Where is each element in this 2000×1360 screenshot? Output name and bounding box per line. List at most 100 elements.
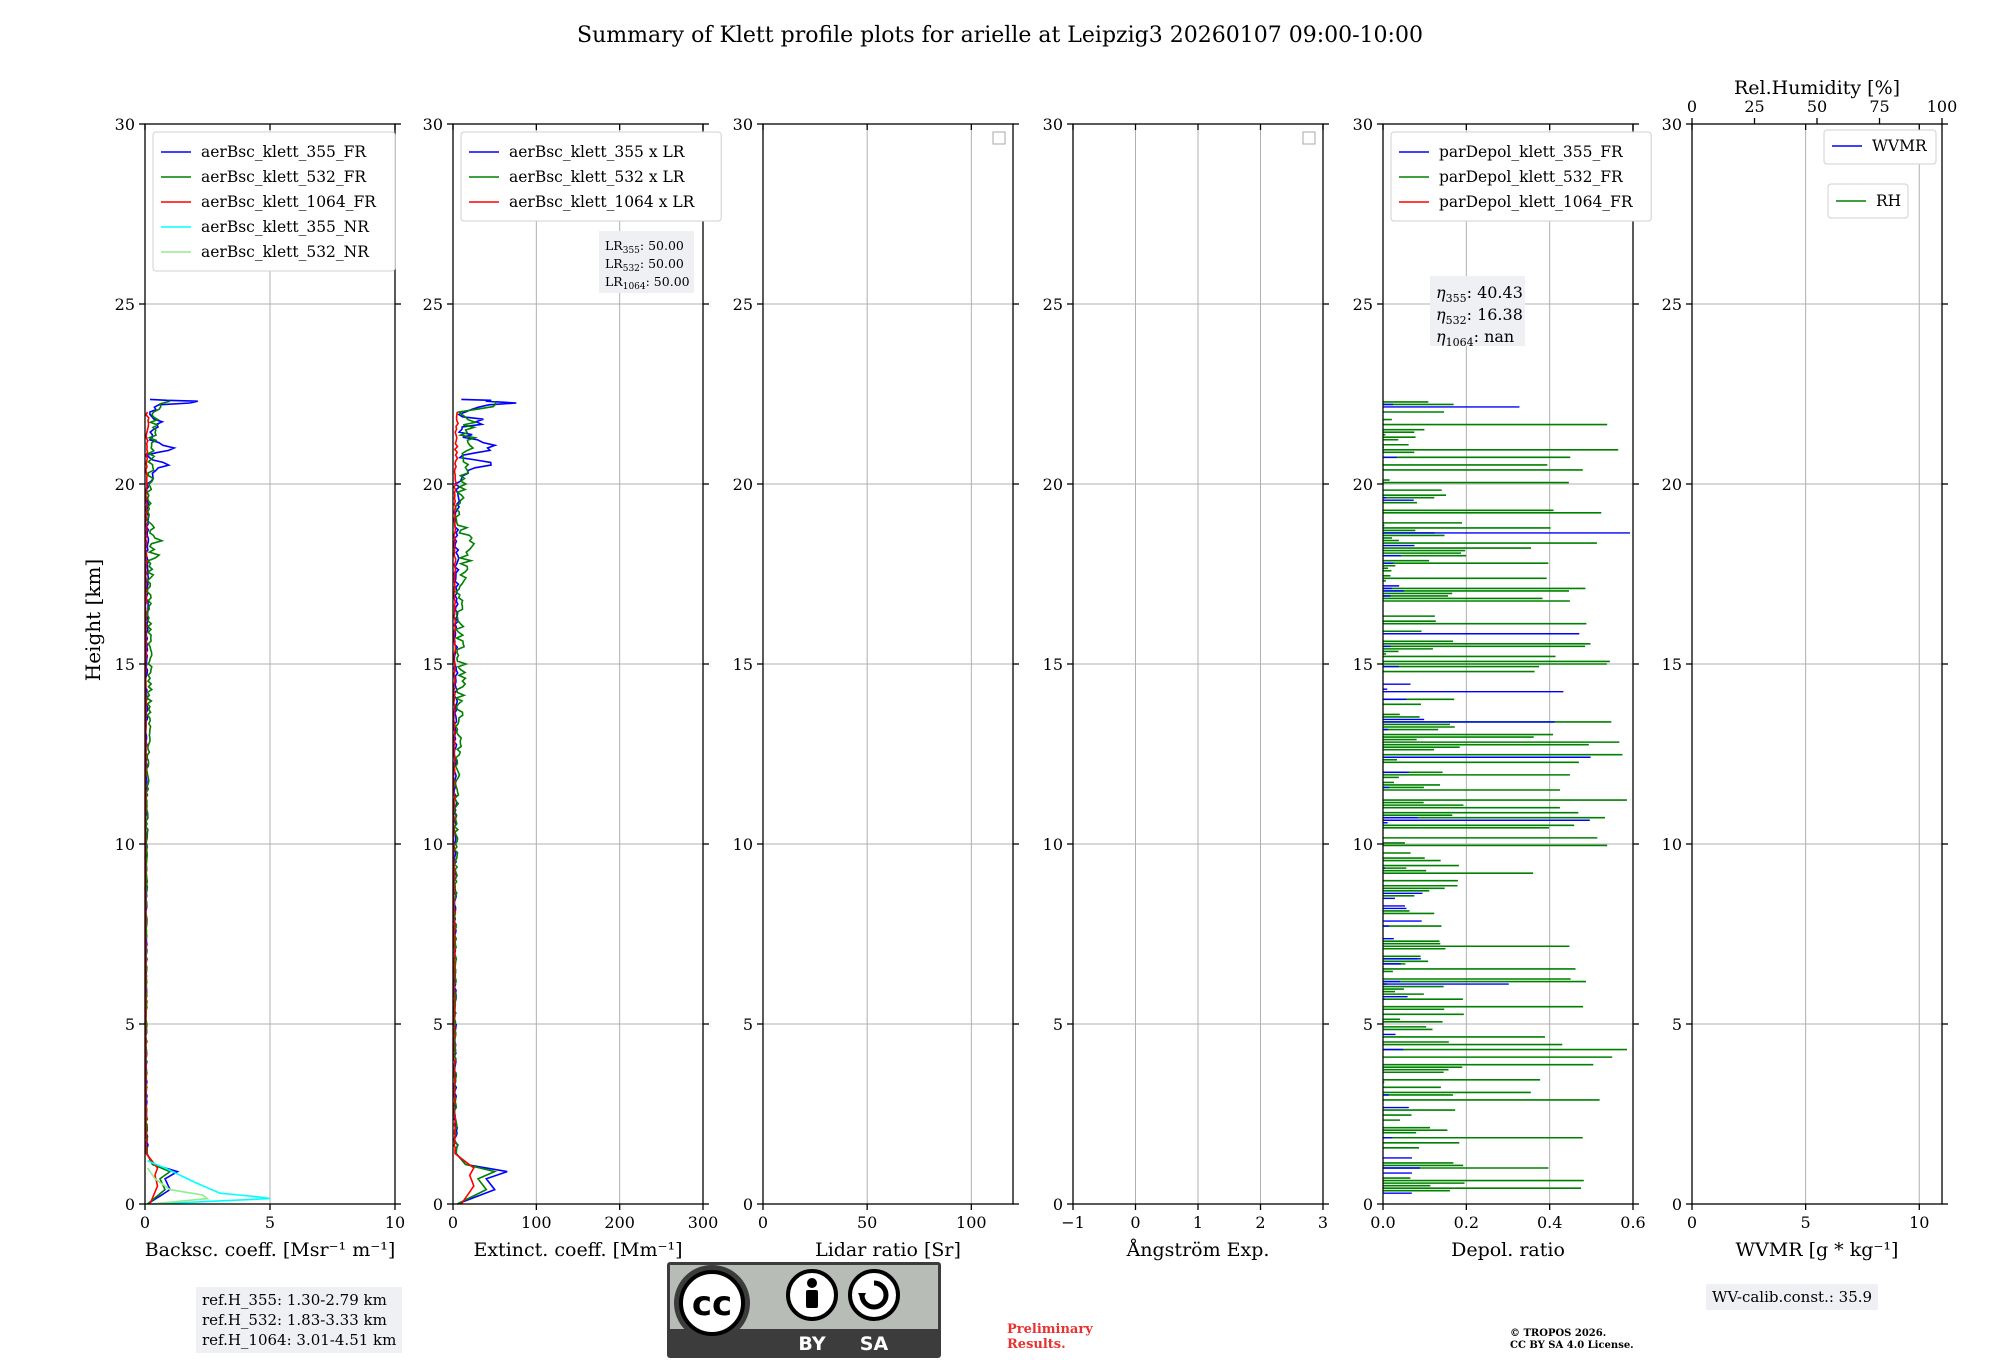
x-tick-label: 0: [448, 1213, 458, 1232]
y-tick-label: 15: [733, 655, 753, 674]
eta-box-bg: [1430, 276, 1525, 346]
preliminary-line-2: Results.: [1007, 1337, 1066, 1352]
x-tick-label: 50: [857, 1213, 877, 1232]
y-tick-label: 0: [1363, 1195, 1373, 1214]
lr-value-355: LR355: 50.00: [605, 238, 684, 256]
ticks: 0 5 10 0 5 10 15 20 25 30: [115, 115, 406, 1232]
ticks: 0 50 100 0 5 10 15 20 25 30: [733, 115, 1019, 1232]
ref-height-532: ref.H_532: 1.83-3.33 km: [202, 1311, 387, 1329]
x-tick-label: 0.0: [1370, 1213, 1395, 1232]
series-line-aerBsc_klett_355_FR: [144, 398, 198, 1205]
y-tick-label: 30: [733, 115, 753, 134]
x-tick-label: 5: [1801, 1213, 1811, 1232]
top-x-tick-label: 0: [1687, 97, 1697, 116]
y-tick-label: 10: [1353, 835, 1373, 854]
y-tick-label: 30: [1353, 115, 1373, 134]
series-group: [452, 398, 517, 1205]
eta-value-532: η532: 16.38: [1436, 305, 1523, 327]
ticks: 0 100 200 300 0 5 10 15 20 25 30: [423, 115, 719, 1232]
x-tick-label: 2: [1255, 1213, 1265, 1232]
legend: parDepol_klett_355_FR parDepol_klett_532_…: [1390, 131, 1652, 222]
y-tick-label: 5: [1672, 1015, 1682, 1034]
y-tick-label: 15: [1353, 655, 1373, 674]
x-axis-label: Depol. ratio: [1451, 1239, 1565, 1261]
legend-entry: aerBsc_klett_355_NR: [201, 218, 370, 236]
lr-value-532: LR532: 50.00: [605, 256, 684, 274]
y-tick-label: 25: [1353, 295, 1373, 314]
license-by-label: BY: [798, 1333, 825, 1355]
x-axis-label: Extinct. coeff. [Mm⁻¹]: [473, 1239, 682, 1261]
x-tick-label: −1: [1061, 1213, 1085, 1232]
grid: [762, 123, 1013, 1205]
legend: WVMR RH: [1823, 129, 1937, 219]
legend-entry: RH: [1876, 192, 1901, 210]
legend-box: [152, 131, 396, 272]
series-line-aerBsc_klett_532_NR: [146, 1167, 210, 1205]
y-tick-label: 25: [1043, 295, 1063, 314]
x-tick-label: 0: [1687, 1213, 1697, 1232]
license-sa-label: SA: [860, 1333, 889, 1355]
x-tick-label: 0.2: [1454, 1213, 1479, 1232]
x-axis-label: Backsc. coeff. [Msr⁻¹ m⁻¹]: [145, 1239, 396, 1261]
x-tick-label: 10: [1909, 1213, 1929, 1232]
y-tick-label: 30: [115, 115, 135, 134]
y-tick-label: 20: [423, 475, 443, 494]
y-tick-label: 15: [115, 655, 135, 674]
y-tick-label: 10: [1043, 835, 1063, 854]
y-tick-label: 25: [115, 295, 135, 314]
grid: [1691, 123, 1942, 1205]
top-x-axis-label: Rel.Humidity [%]: [1734, 77, 1900, 99]
empty-legend-box: [1302, 131, 1316, 145]
y-tick-label: 10: [1662, 835, 1682, 854]
x-tick-label: 5: [265, 1213, 275, 1232]
series-line-aerBsc_klett_355_NR: [147, 1160, 271, 1205]
legend-entry: aerBsc_klett_355 x LR: [509, 143, 686, 161]
y-tick-label: 15: [1043, 655, 1063, 674]
top-x-tick-label: 75: [1869, 97, 1889, 116]
panel-1: 0 5 10 0 5 10 15 20 25 30 Backsc. coeff. [Msr⁻¹ m⁻…: [115, 115, 406, 1261]
share-alike-icon: [848, 1269, 900, 1321]
legend-entry: aerBsc_klett_532_NR: [201, 243, 370, 261]
y-tick-label: 0: [743, 1195, 753, 1214]
series-line-aerBsc_klett_1064 x LR: [452, 411, 475, 1205]
y-tick-label: 5: [1363, 1015, 1373, 1034]
wv-calib-text: WV-calib.const.: 35.9: [1712, 1288, 1873, 1306]
legend-entry: parDepol_klett_532_FR: [1439, 168, 1624, 186]
legend-entry: parDepol_klett_355_FR: [1439, 143, 1624, 161]
series-line-aerBsc_klett_532 x LR: [452, 400, 498, 1205]
panel-3: 0 50 100 0 5 10 15 20 25 30 Lidar ratio [Sr]: [733, 115, 1019, 1261]
x-axis-label: WVMR [g * kg⁻¹]: [1736, 1239, 1899, 1261]
y-tick-label: 0: [125, 1195, 135, 1214]
y-tick-label: 20: [733, 475, 753, 494]
grid: [144, 123, 396, 1205]
x-tick-label: 3: [1318, 1213, 1328, 1232]
series-line-parDepol_klett_532_FR-spikes: [1383, 401, 1627, 1192]
ref-height-1064: ref.H_1064: 3.01-4.51 km: [202, 1331, 397, 1349]
y-tick-label: 0: [433, 1195, 443, 1214]
legend-entry: aerBsc_klett_355_FR: [201, 143, 367, 161]
x-axis-label: Lidar ratio [Sr]: [815, 1239, 961, 1261]
x-tick-label: 0: [1130, 1213, 1140, 1232]
preliminary-line-1: Preliminary: [1007, 1322, 1093, 1337]
figure-title: Summary of Klett profile plots for ariel…: [577, 23, 1423, 48]
x-tick-label: 0: [140, 1213, 150, 1232]
copyright-note: © TROPOS 2026. CC BY SA 4.0 License.: [1510, 1328, 1634, 1352]
y-tick-label: 15: [1662, 655, 1682, 674]
legend: aerBsc_klett_355 x LR aerBsc_klett_532 x …: [460, 131, 722, 222]
top-x-tick-label: 100: [1927, 97, 1958, 116]
y-tick-label: 20: [115, 475, 135, 494]
legend-entry: WVMR: [1872, 137, 1928, 155]
cc-logo-text: cc: [692, 1284, 732, 1324]
y-tick-label: 0: [1672, 1195, 1682, 1214]
y-tick-label: 5: [125, 1015, 135, 1034]
panel-5: 0.0 0.2 0.4 0.6 0 5 10 15 20 25 30 Depol. ratio parD…: [1353, 115, 1652, 1261]
legend-entry: aerBsc_klett_1064_FR: [201, 193, 377, 211]
panel-2: 0 100 200 300 0 5 10 15 20 25 30 Extinct. coeff. [M…: [423, 115, 722, 1261]
y-tick-label: 20: [1043, 475, 1063, 494]
